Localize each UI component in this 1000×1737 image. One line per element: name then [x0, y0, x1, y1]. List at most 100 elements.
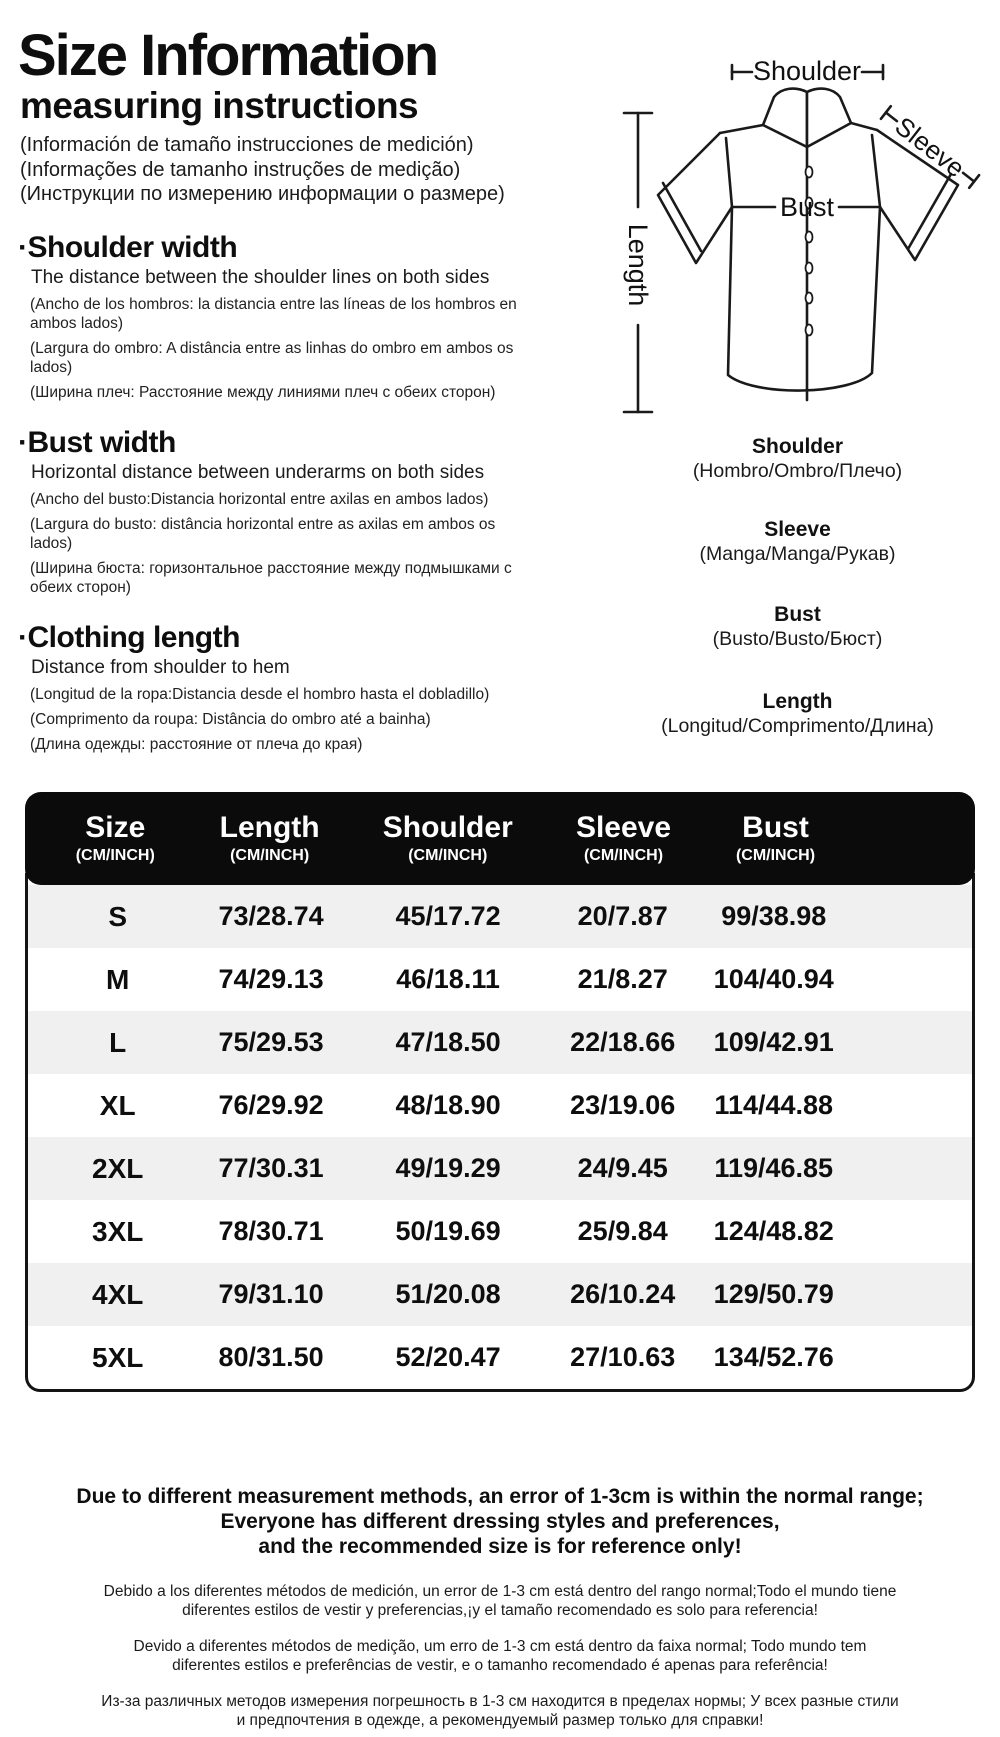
- column-header-shoulder: Shoulder (CM/INCH): [334, 812, 562, 865]
- note-pt: Devido a diferentes métodos de medição, …: [133, 1638, 867, 1674]
- table-row: L 75/29.53 47/18.50 22/18.66 109/42.91: [28, 1011, 972, 1074]
- cell-sleeve: 23/19.06: [570, 1090, 676, 1120]
- section-title: ·Clothing length: [18, 621, 522, 655]
- cell-sleeve: 26/10.24: [570, 1279, 676, 1309]
- section-title-text: Clothing length: [27, 620, 241, 654]
- section-desc-ru: (Длина одежды: расстояние от плеча до кр…: [30, 735, 363, 753]
- section-desc-pt: (Largura do ombro: A distância entre as …: [30, 339, 514, 376]
- cell-length: 79/31.10: [218, 1279, 324, 1309]
- shirt-left-sleeve: [656, 131, 734, 265]
- shirt-right-sleeve: [875, 128, 960, 262]
- legend-bust: Bust (Busto/Busto/Бюст): [555, 603, 1000, 651]
- cell-shoulder: 46/18.11: [396, 964, 500, 994]
- table-row: 2XL 77/30.31 49/19.29 24/9.45 119/46.85: [28, 1137, 972, 1200]
- cell-shoulder: 49/19.29: [395, 1153, 501, 1183]
- cell-sleeve: 25/9.84: [577, 1216, 668, 1246]
- cell-size: S: [108, 900, 128, 932]
- column-unit: (CM/INCH): [583, 847, 664, 864]
- legend-translations: (Longitud/Comprimento/Длина): [661, 715, 934, 737]
- section-desc-pt: (Comprimento da roupa: Distância do ombr…: [30, 710, 431, 728]
- cell-sleeve: 24/9.45: [577, 1153, 668, 1183]
- note-en: Due to different measurement methods, an…: [76, 1485, 924, 1558]
- column-unit: (CM/INCH): [408, 847, 488, 864]
- legend-term: Length: [762, 690, 833, 713]
- cell-shoulder: 48/18.90: [395, 1090, 501, 1120]
- cell-bust: 99/38.98: [721, 901, 827, 931]
- column-header-sleeve: Sleeve (CM/INCH): [562, 812, 686, 865]
- cell-size: 4XL: [92, 1278, 144, 1310]
- shirt-collar: [761, 87, 853, 149]
- cell-length: 75/29.53: [218, 1027, 324, 1057]
- bullet: ·: [18, 620, 28, 654]
- cell-size: XL: [99, 1089, 136, 1121]
- legend-term: Bust: [774, 603, 821, 626]
- cell-length: 74/29.13: [218, 964, 324, 994]
- table-row: 5XL 80/31.50 52/20.47 27/10.63 134/52.76: [28, 1326, 972, 1389]
- section-desc-pt: (Largura do busto: distância horizontal …: [30, 515, 496, 552]
- section-title-text: Bust width: [27, 425, 177, 459]
- column-label: Size: [85, 811, 146, 844]
- bullet: ·: [18, 425, 28, 459]
- legend-sleeve: Sleeve (Manga/Manga/Рукав): [555, 518, 1000, 566]
- cell-bust: 129/50.79: [713, 1279, 834, 1309]
- cell-bust: 134/52.76: [713, 1342, 834, 1372]
- section-title: ·Bust width: [18, 426, 522, 460]
- column-header-size: Size (CM/INCH): [25, 812, 206, 865]
- legend-shoulder: Shoulder (Hombro/Ombro/Плечо): [555, 435, 1000, 483]
- column-header-length: Length (CM/INCH): [206, 812, 334, 865]
- cell-shoulder: 50/19.69: [395, 1216, 501, 1246]
- note-es: Debido a los diferentes métodos de medic…: [103, 1583, 897, 1619]
- cell-sleeve: 27/10.63: [570, 1342, 676, 1372]
- shoulder-annotation-label: Shoulder: [753, 56, 861, 86]
- cell-size: 3XL: [92, 1215, 144, 1247]
- cell-sleeve: 20/7.87: [577, 901, 668, 931]
- section-clothing-length: ·Clothing length Distance from shoulder …: [18, 621, 522, 754]
- size-table-body: S 73/28.74 45/17.72 20/7.87 99/38.98 M 7…: [25, 873, 975, 1392]
- length-measure-line: [622, 111, 654, 414]
- section-desc-en: The distance between the shoulder lines …: [31, 266, 490, 288]
- shirt-measurement-diagram-icon: Shoulder Bust Sleeve Length: [622, 56, 981, 414]
- section-desc-ru: (Ширина плеч: Расстояние между линиями п…: [30, 383, 496, 401]
- table-row: 3XL 78/30.71 50/19.69 25/9.84 124/48.82: [28, 1200, 972, 1263]
- cell-size: L: [109, 1026, 127, 1058]
- legend-translations: (Busto/Busto/Бюст): [712, 628, 883, 650]
- section-desc-es: (Ancho de los hombros: la distancia entr…: [30, 295, 517, 332]
- bust-annotation-label: Bust: [780, 192, 835, 222]
- legend-term: Sleeve: [764, 518, 831, 541]
- cell-bust: 114/44.88: [714, 1090, 834, 1120]
- shirt-body: [718, 121, 882, 402]
- subtitle-translations: (Información de tamaño instrucciones de …: [18, 134, 522, 207]
- page-subtitle: measuring instructions: [20, 85, 419, 127]
- disclaimer-notes: Due to different measurement methods, an…: [0, 1484, 1000, 1737]
- column-label: Sleeve: [575, 811, 672, 844]
- cell-length: 77/30.31: [218, 1153, 324, 1183]
- column-label: Length: [219, 811, 320, 844]
- size-table: Size (CM/INCH) Length (CM/INCH) Shoulder…: [25, 792, 975, 1392]
- section-title-text: Shoulder width: [27, 230, 238, 264]
- shoulder-measure-line: [730, 63, 885, 81]
- section-title: ·Shoulder width: [18, 231, 522, 265]
- note-ru: Из-за различных методов измерения погреш…: [101, 1693, 899, 1729]
- shirt-buttons: [804, 165, 814, 337]
- column-unit: (CM/INCH): [735, 847, 816, 864]
- cell-length: 78/30.71: [218, 1216, 324, 1246]
- section-desc-es: (Ancho del busto:Distancia horizontal en…: [30, 490, 489, 508]
- cell-length: 73/28.74: [218, 901, 324, 931]
- table-row: XL 76/29.92 48/18.90 23/19.06 114/44.88: [28, 1074, 972, 1137]
- legend-translations: (Hombro/Ombro/Плечо): [692, 460, 903, 482]
- section-bust-width: ·Bust width Horizontal distance between …: [18, 426, 522, 597]
- size-table-header: Size (CM/INCH) Length (CM/INCH) Shoulder…: [25, 792, 975, 885]
- cell-bust: 104/40.94: [713, 964, 834, 994]
- section-desc-en: Horizontal distance between underarms on…: [31, 461, 485, 483]
- column-header-bust: Bust (CM/INCH): [685, 812, 866, 865]
- page-title: Size Information: [18, 23, 439, 88]
- section-desc-en: Distance from shoulder to hem: [31, 656, 290, 678]
- cell-size: 5XL: [92, 1341, 144, 1373]
- cell-size: M: [106, 963, 130, 995]
- cell-shoulder: 51/20.08: [395, 1279, 501, 1309]
- cell-bust: 119/46.85: [714, 1153, 834, 1183]
- legend-term: Shoulder: [751, 435, 843, 458]
- cell-shoulder: 47/18.50: [395, 1027, 501, 1057]
- cell-length: 76/29.92: [218, 1090, 324, 1120]
